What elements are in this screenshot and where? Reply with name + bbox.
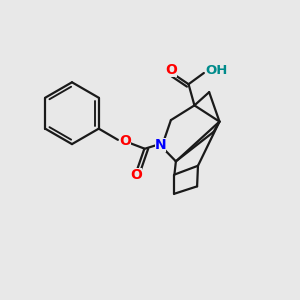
Text: O: O xyxy=(130,168,142,182)
Text: O: O xyxy=(165,63,177,77)
Text: O: O xyxy=(119,134,131,148)
Text: N: N xyxy=(155,138,167,152)
Text: OH: OH xyxy=(205,64,228,76)
